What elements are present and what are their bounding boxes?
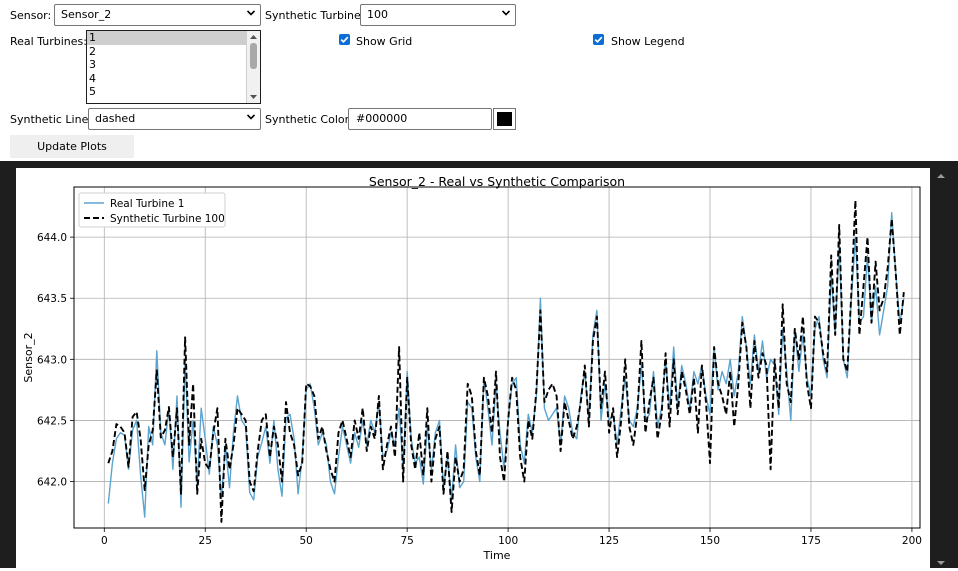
list-item[interactable]: 4 — [89, 71, 96, 85]
y-tick-label: 643.5 — [37, 293, 67, 305]
scroll-down-icon[interactable] — [250, 94, 257, 100]
real-turbines-label: Real Turbines: — [10, 35, 87, 48]
x-axis-label: Time — [483, 549, 511, 562]
chart-figure: 0 25 50 75 100 125 150 175 200 642.0 642.5 643.0 643… — [16, 168, 930, 568]
control-panel: Sensor: Sensor_2 Synthetic Turbine: 100 … — [0, 0, 958, 162]
checkmark-icon — [340, 36, 349, 44]
synthetic-turbine-select-value: 100 — [367, 8, 388, 21]
y-tick-label: 644.0 — [37, 232, 67, 244]
color-picker-button[interactable] — [493, 108, 516, 130]
synthetic-turbine-label: Synthetic Turbine: — [265, 9, 365, 22]
color-swatch — [497, 112, 512, 126]
show-grid-checkbox[interactable] — [339, 34, 350, 45]
x-tick-label: 25 — [199, 535, 212, 547]
synthetic-turbine-series-line — [107, 199, 905, 523]
show-legend-checkbox[interactable] — [593, 34, 604, 45]
legend-label: Synthetic Turbine 100 — [110, 213, 225, 225]
synthetic-color-label: Synthetic Color: — [265, 113, 353, 126]
x-tick-label: 0 — [101, 535, 108, 547]
chevron-down-icon — [247, 10, 255, 16]
line-chart: 0 25 50 75 100 125 150 175 200 642.0 642.5 643.0 643… — [22, 174, 922, 562]
x-tick-label: 150 — [700, 535, 720, 547]
x-tick-label: 125 — [599, 535, 619, 547]
synthetic-line-select-value: dashed — [95, 112, 136, 125]
sensor-select-value: Sensor_2 — [61, 8, 112, 21]
list-item[interactable]: 5 — [89, 85, 96, 99]
real-turbines-listbox[interactable]: 1 2 3 4 5 — [86, 30, 261, 104]
sensor-label: Sensor: — [10, 9, 52, 22]
synthetic-line-select[interactable]: dashed — [88, 108, 261, 130]
x-tick-label: 175 — [801, 535, 821, 547]
synthetic-turbine-select[interactable]: 100 — [360, 4, 516, 26]
y-tick-label: 642.0 — [37, 477, 67, 489]
axes-frame — [73, 186, 921, 529]
x-tick-label: 200 — [902, 535, 922, 547]
chart-title: Sensor_2 - Real vs Synthetic Comparison — [369, 174, 625, 189]
scroll-up-icon[interactable] — [250, 34, 257, 40]
real-turbine-series-line — [107, 212, 905, 518]
x-tick-label: 100 — [498, 535, 518, 547]
list-item[interactable]: 3 — [89, 58, 96, 72]
chevron-down-icon — [502, 10, 510, 16]
list-item[interactable]: 2 — [89, 44, 96, 58]
y-tick-label: 643.0 — [37, 354, 67, 366]
synthetic-color-input[interactable]: #000000 — [348, 108, 492, 130]
y-tick-label: 642.5 — [37, 415, 67, 427]
show-grid-label: Show Grid — [356, 35, 413, 48]
checkmark-icon — [594, 36, 603, 44]
listbox-scrollbar[interactable] — [246, 31, 260, 103]
chevron-down-icon — [247, 114, 255, 120]
update-plots-button[interactable]: Update Plots — [10, 135, 134, 158]
scrollbar-thumb[interactable] — [250, 43, 257, 69]
synthetic-line-label: Synthetic Line: — [10, 113, 93, 126]
scroll-up-icon[interactable] — [937, 173, 945, 179]
chart-legend: Real Turbine 1 Synthetic Turbine 100 — [78, 192, 226, 228]
legend-label: Real Turbine 1 — [110, 198, 184, 210]
x-tick-label: 75 — [400, 535, 413, 547]
y-axis-label: Sensor_2 — [22, 332, 35, 382]
scroll-down-icon[interactable] — [937, 560, 945, 566]
list-item[interactable]: 1 — [87, 31, 249, 45]
x-tick-label: 50 — [300, 535, 313, 547]
sensor-select[interactable]: Sensor_2 — [54, 4, 261, 26]
show-legend-label: Show Legend — [611, 35, 685, 48]
